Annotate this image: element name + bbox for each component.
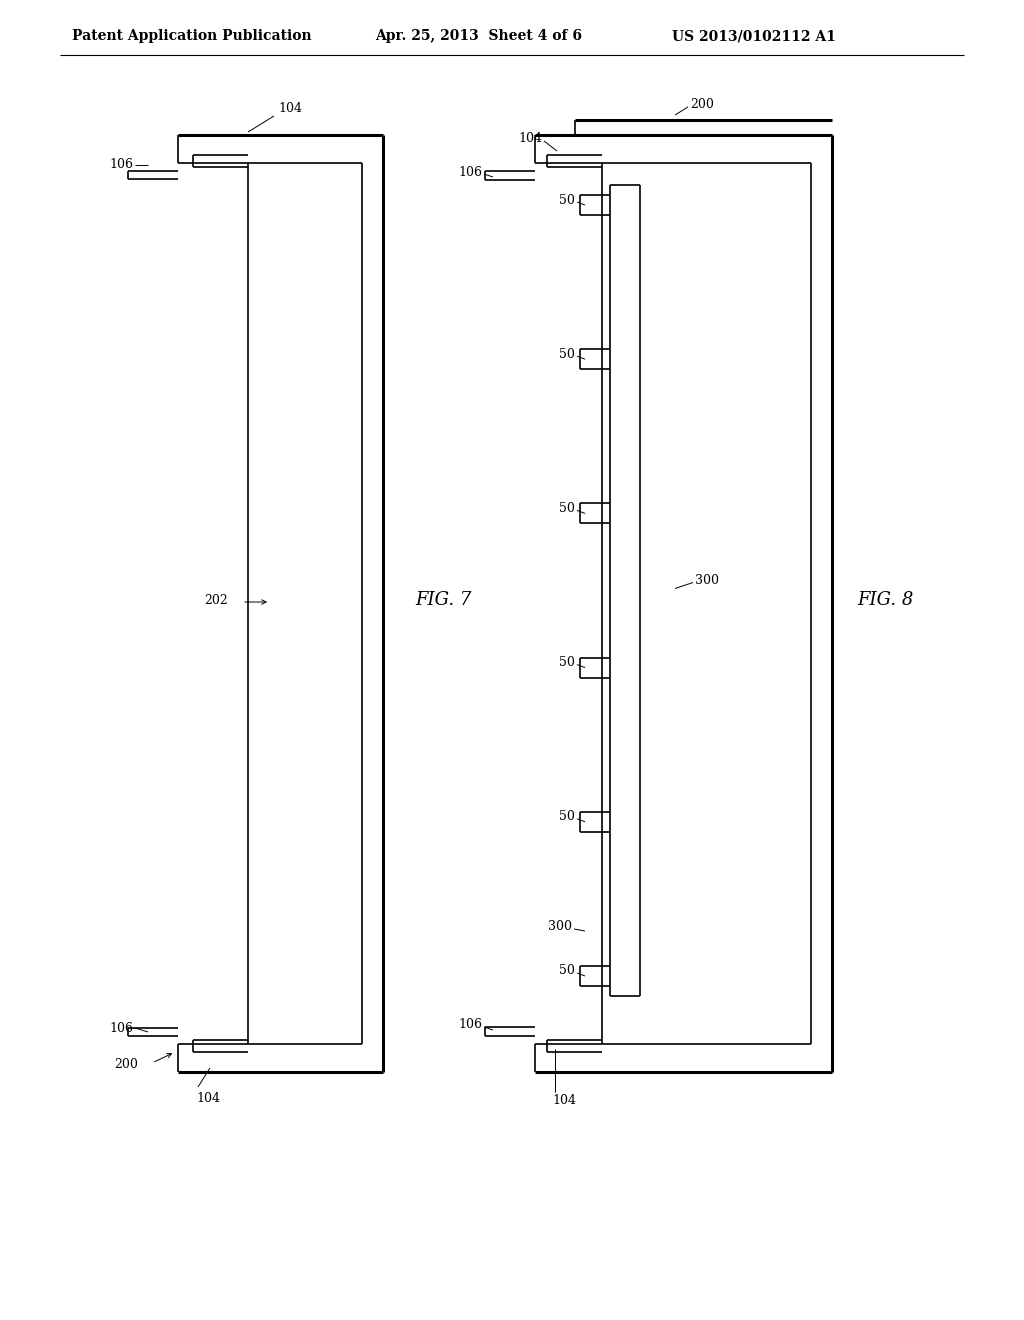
Text: 200: 200 — [114, 1059, 138, 1072]
Text: 202: 202 — [204, 594, 228, 606]
Text: 200: 200 — [690, 99, 714, 111]
Text: 104: 104 — [196, 1092, 220, 1105]
Text: 106: 106 — [109, 1022, 133, 1035]
Text: FIG. 7: FIG. 7 — [415, 591, 471, 609]
Text: 106: 106 — [109, 158, 133, 172]
Text: 50: 50 — [559, 347, 575, 360]
Text: 106: 106 — [458, 1019, 482, 1031]
Text: 300: 300 — [548, 920, 572, 933]
Text: 104: 104 — [278, 102, 302, 115]
Text: Apr. 25, 2013  Sheet 4 of 6: Apr. 25, 2013 Sheet 4 of 6 — [375, 29, 582, 44]
Text: 50: 50 — [559, 656, 575, 669]
Text: 50: 50 — [559, 965, 575, 978]
Text: US 2013/0102112 A1: US 2013/0102112 A1 — [672, 29, 836, 44]
Text: FIG. 8: FIG. 8 — [857, 591, 913, 609]
Text: 300: 300 — [695, 574, 719, 587]
Text: 50: 50 — [559, 810, 575, 824]
Text: 106: 106 — [458, 166, 482, 180]
Text: 50: 50 — [559, 502, 575, 515]
Text: 104: 104 — [518, 132, 542, 144]
Text: 104: 104 — [552, 1094, 575, 1107]
Text: 50: 50 — [559, 194, 575, 206]
Text: Patent Application Publication: Patent Application Publication — [72, 29, 311, 44]
